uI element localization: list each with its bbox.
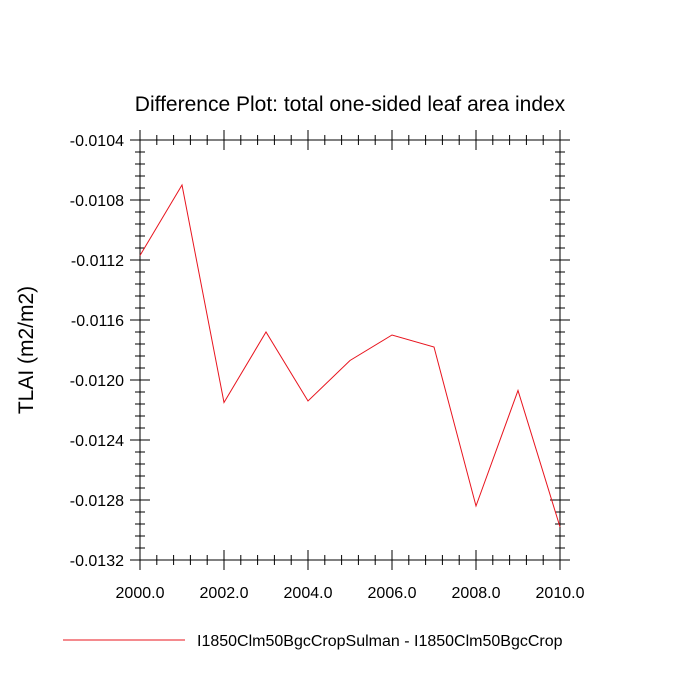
chart-title: Difference Plot: total one-sided leaf ar… xyxy=(135,93,566,116)
legend-label: I1850Clm50BgcCropSulman - I1850Clm50BgcC… xyxy=(197,633,563,650)
y-tick-label: -0.0112 xyxy=(71,253,124,270)
y-tick-label: -0.0132 xyxy=(70,553,124,570)
x-tick-label: 2010.0 xyxy=(536,585,585,602)
series-layer xyxy=(139,183,561,528)
x-tick-label: 2008.0 xyxy=(452,585,501,602)
y-tick-label: -0.0108 xyxy=(70,193,124,210)
series-line xyxy=(139,183,561,528)
x-tick-label: 2002.0 xyxy=(200,585,249,602)
legend: I1850Clm50BgcCropSulman - I1850Clm50BgcC… xyxy=(63,633,563,650)
plot-frame xyxy=(139,139,561,561)
x-axis-ticks: 2000.0 2002.0 2004.0 2006.0 2008.0 2010.0 xyxy=(116,130,585,602)
x-tick-label: 2006.0 xyxy=(368,585,417,602)
y-tick-label: -0.0120 xyxy=(70,373,124,390)
x-tick-label: 2000.0 xyxy=(116,585,165,602)
x-tick-label: 2004.0 xyxy=(284,585,333,602)
y-axis-ticks: -0.0104 -0.0108 -0.0112 -0.0116 -0.0120 -0.01… xyxy=(70,133,570,570)
y-tick-label: -0.0116 xyxy=(71,313,124,330)
y-tick-label: -0.0124 xyxy=(70,433,124,450)
y-tick-label: -0.0104 xyxy=(70,133,124,150)
y-axis-label: TLAI (m2/m2) xyxy=(15,286,38,414)
y-tick-label: -0.0128 xyxy=(70,493,124,510)
